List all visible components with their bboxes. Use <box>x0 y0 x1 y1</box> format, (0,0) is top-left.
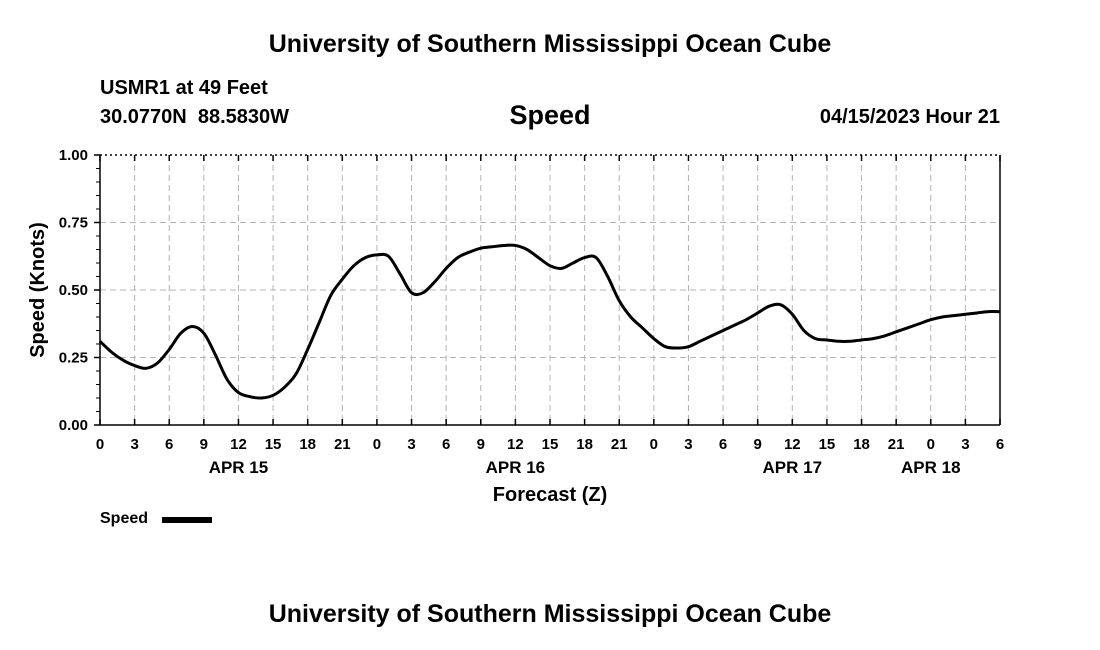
chart-title: Speed <box>509 100 591 130</box>
speed-series-line <box>98 243 1001 400</box>
x-tick-label: 9 <box>477 436 485 453</box>
x-tick-label: 0 <box>650 436 658 453</box>
x-date-label: APR 17 <box>763 458 823 477</box>
y-tick-label: 1.00 <box>59 147 88 164</box>
y-axis-title: Speed (Knots) <box>27 222 49 358</box>
y-tick-label: 0.75 <box>59 215 88 232</box>
chart-series <box>98 243 1001 400</box>
y-tick-label: 0.25 <box>59 350 88 367</box>
x-tick-label: 0 <box>373 436 381 453</box>
x-tick-label: 12 <box>784 436 801 453</box>
x-tick-label: 18 <box>299 436 316 453</box>
page-title: University of Southern Mississippi Ocean… <box>268 30 832 58</box>
x-tick-label: 9 <box>754 436 762 453</box>
x-tick-label: 21 <box>888 436 905 453</box>
legend-label: Speed <box>100 510 149 527</box>
x-tick-label: 18 <box>853 436 870 453</box>
forecast-timestamp: 04/15/2023 Hour 21 <box>819 106 1000 128</box>
y-tick-label: 0.00 <box>59 417 88 434</box>
chart-grid <box>100 155 1000 425</box>
x-tick-label: 6 <box>442 436 450 453</box>
x-tick-label: 12 <box>230 436 247 453</box>
x-axis-title: Forecast (Z) <box>492 484 608 506</box>
x-tick-label: 12 <box>507 436 524 453</box>
legend-swatch <box>162 517 212 523</box>
station-coordinates: 30.0770N 88.5830W <box>100 106 290 128</box>
x-tick-label: 3 <box>130 436 138 453</box>
x-tick-label: 6 <box>996 436 1004 453</box>
x-tick-label: 3 <box>407 436 415 453</box>
x-tick-label: 3 <box>961 436 969 453</box>
x-tick-label: 15 <box>819 436 836 453</box>
x-tick-label: 9 <box>200 436 208 453</box>
chart-axes <box>94 154 1001 426</box>
x-date-label: APR 16 <box>486 458 546 477</box>
x-tick-label: 3 <box>684 436 692 453</box>
chart-labels: 0 3 6 9 12 15 18 21 0 3 6 9 12 15 18 21 0 3 6 9 12 15 18 21 0 3 6 0… <box>27 147 1004 477</box>
x-tick-label: 0 <box>927 436 935 453</box>
x-tick-label: 21 <box>334 436 351 453</box>
x-tick-label: 18 <box>576 436 593 453</box>
y-tick-label: 0.50 <box>59 282 88 299</box>
x-date-label: APR 15 <box>209 458 269 477</box>
x-date-label: APR 18 <box>901 458 961 477</box>
x-tick-label: 21 <box>611 436 628 453</box>
x-tick-label: 6 <box>165 436 173 453</box>
station-label: USMR1 at 49 Feet <box>100 77 268 99</box>
footer-title: University of Southern Mississippi Ocean… <box>268 600 832 628</box>
x-tick-label: 0 <box>96 436 104 453</box>
x-tick-label: 15 <box>265 436 282 453</box>
x-tick-label: 15 <box>542 436 559 453</box>
x-tick-label: 6 <box>719 436 727 453</box>
